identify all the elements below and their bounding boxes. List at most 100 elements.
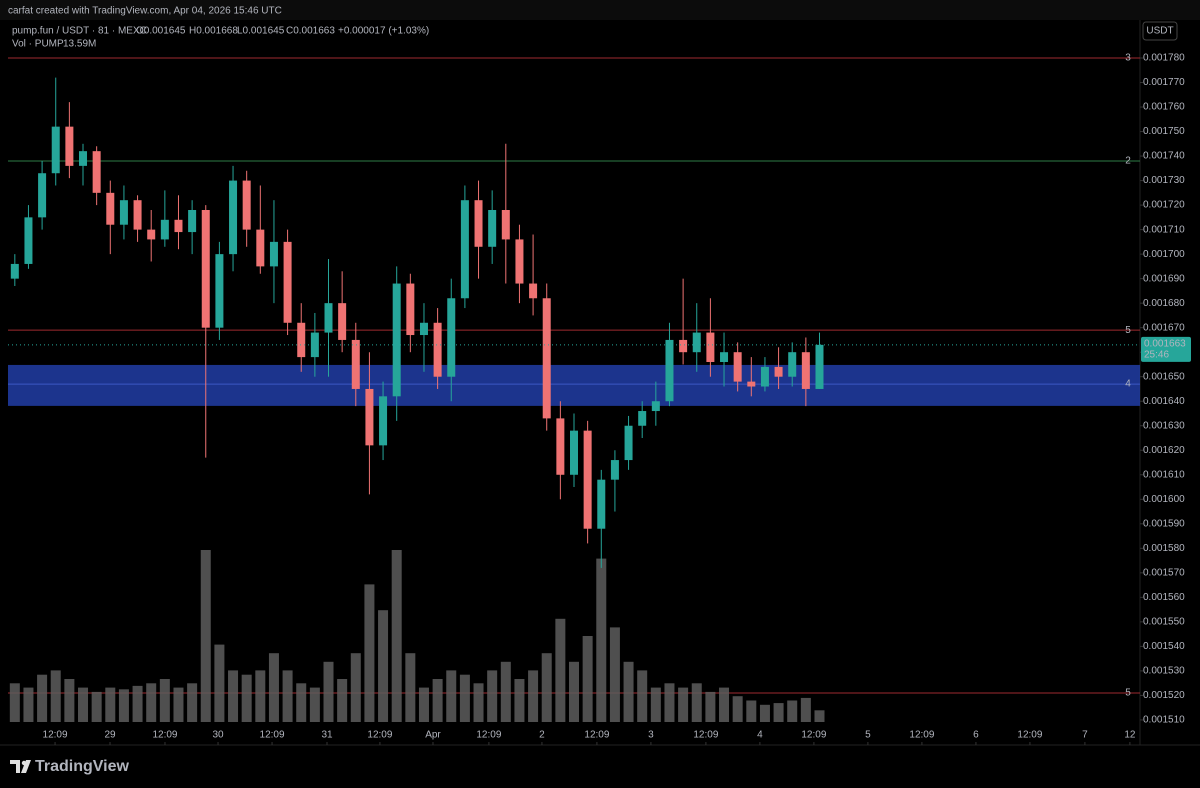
volume-bar xyxy=(337,679,348,722)
candle-body xyxy=(215,254,224,328)
y-tick-label: 0.001550 xyxy=(1143,617,1185,628)
candle-body xyxy=(583,430,592,529)
candle-body xyxy=(638,411,647,426)
volume-bar xyxy=(241,674,252,722)
candle-body xyxy=(720,352,729,362)
volume-bar xyxy=(405,653,416,722)
candle-body xyxy=(338,303,347,340)
volume-bar xyxy=(268,653,279,722)
candle-body xyxy=(379,396,388,446)
candle-body xyxy=(38,173,47,218)
candle-body xyxy=(106,192,115,225)
candle-body xyxy=(24,217,33,264)
volume-bar xyxy=(487,670,498,722)
candle-body xyxy=(706,332,715,362)
y-tick-label: 0.001620 xyxy=(1143,445,1185,456)
x-tick-label: 12:09 xyxy=(1017,730,1042,741)
candle-body xyxy=(501,210,510,240)
volume-bar xyxy=(323,661,334,722)
price-tag-value: 0.001663 xyxy=(1144,338,1186,349)
x-tick-label: 6 xyxy=(973,730,979,741)
candle-body xyxy=(515,239,524,284)
candle-body xyxy=(788,352,797,377)
candle-body xyxy=(310,332,319,358)
candle-body xyxy=(242,180,251,230)
candle-body xyxy=(692,332,701,353)
zone xyxy=(8,364,1140,406)
candle-body xyxy=(119,200,128,225)
x-tick-label: 29 xyxy=(104,730,116,741)
y-tick-label: 0.001740 xyxy=(1143,151,1185,162)
ohlc-value: H0.001668 xyxy=(189,26,238,37)
volume-bar xyxy=(541,653,552,722)
volume-title: Vol · PUMP xyxy=(12,39,64,50)
candle-body xyxy=(447,298,456,377)
x-tick-label: 12:09 xyxy=(584,730,609,741)
volume-bar xyxy=(800,697,811,722)
candle-body xyxy=(474,200,483,247)
volume-bar xyxy=(459,674,470,722)
level-label: 5 xyxy=(1125,688,1131,699)
attribution-bar xyxy=(0,0,1200,20)
volume-bar xyxy=(759,704,770,722)
candle-body xyxy=(256,229,265,267)
volume-bar xyxy=(173,687,184,722)
volume-bar xyxy=(814,710,825,722)
x-tick-label: 31 xyxy=(321,730,333,741)
y-tick-label: 0.001670 xyxy=(1143,322,1185,333)
x-tick-label: 12:09 xyxy=(801,730,826,741)
x-tick-label: 4 xyxy=(757,730,763,741)
volume-bar xyxy=(187,683,198,722)
candle-body xyxy=(51,126,60,174)
y-tick-label: 0.001700 xyxy=(1143,249,1185,260)
currency-box xyxy=(1142,21,1178,41)
volume-bar xyxy=(23,687,34,722)
candle-body xyxy=(392,283,401,397)
volume-bar xyxy=(528,670,539,722)
volume-bar xyxy=(105,687,116,722)
volume-bar xyxy=(596,558,607,722)
y-tick-label: 0.001560 xyxy=(1143,592,1185,603)
candle-body xyxy=(570,430,578,475)
x-tick-label: 2 xyxy=(539,730,545,741)
volume-bar xyxy=(200,550,211,722)
candle-body xyxy=(160,219,169,240)
ohlc-value: +0.000017 (+1.03%) xyxy=(338,26,429,37)
y-tick-label: 0.001520 xyxy=(1143,690,1185,701)
candle-body xyxy=(651,401,660,412)
candle-body xyxy=(229,180,238,255)
volume-bar xyxy=(296,683,307,722)
candle-body xyxy=(79,151,88,166)
candle-body xyxy=(529,283,538,299)
volume-bar xyxy=(691,683,702,722)
candle-body xyxy=(65,126,74,166)
candle-body xyxy=(556,418,565,475)
candle-body xyxy=(133,200,142,230)
y-tick-label: 0.001600 xyxy=(1143,494,1185,505)
y-tick-label: 0.001630 xyxy=(1143,420,1185,431)
candle-body xyxy=(201,210,210,328)
volume-bar xyxy=(350,653,361,722)
volume-bar xyxy=(582,636,593,722)
volume-bar xyxy=(146,683,157,722)
y-tick-label: 0.001640 xyxy=(1143,396,1185,407)
volume-bar xyxy=(214,644,225,722)
currency: USDT xyxy=(1146,26,1173,37)
candle-body xyxy=(10,263,19,279)
zone-label: 4 xyxy=(1125,379,1131,390)
volume-bar xyxy=(418,687,429,722)
volume-bar xyxy=(569,661,579,722)
ohlc-value: O0.001645 xyxy=(136,26,186,37)
volume-bar xyxy=(91,691,102,722)
y-tick-label: 0.001570 xyxy=(1143,567,1185,578)
volume-bar xyxy=(500,661,511,722)
candle-body xyxy=(460,200,469,299)
y-tick-label: 0.001770 xyxy=(1143,77,1185,88)
volume-bar xyxy=(514,679,525,722)
volume-bar xyxy=(432,679,443,722)
x-tick-label: 12:09 xyxy=(43,730,68,741)
y-tick-label: 0.001580 xyxy=(1143,543,1185,554)
y-tick-label: 0.001540 xyxy=(1143,641,1185,652)
ohlc-value: L0.001645 xyxy=(237,26,285,37)
